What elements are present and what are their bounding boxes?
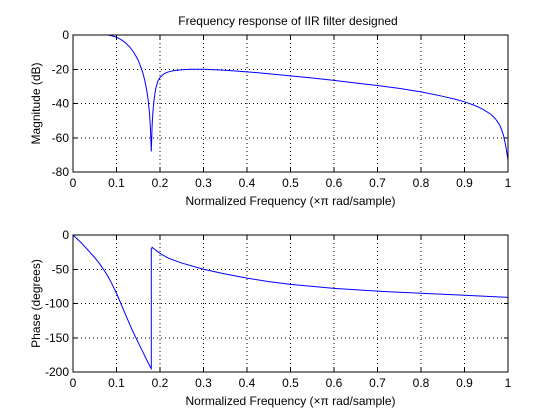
magnitude-plot: 0 0.1 0.2 0.3 0.4 0.5 0.6 0.7 0.8 0.9 1 -80 -60 -40 -2… xyxy=(29,28,512,208)
magnitude-x-tick-label: 0.3 xyxy=(195,176,212,190)
magnitude-x-tick-label: 0 xyxy=(70,176,77,190)
phase-x-tick-label: 0.3 xyxy=(195,376,212,390)
magnitude-y-tick-label: -40 xyxy=(52,97,70,111)
phase-x-tick-label: 0.7 xyxy=(369,376,386,390)
magnitude-x-tick-label: 0.6 xyxy=(326,176,343,190)
phase-plot: 0 0.1 0.2 0.3 0.4 0.5 0.6 0.7 0.8 0.9 1 -200 -150 -10… xyxy=(29,228,512,408)
chart-title: Frequency response of IIR filter designe… xyxy=(178,14,397,28)
phase-x-tick-label: 0.8 xyxy=(413,376,430,390)
magnitude-x-tick-label: 0.1 xyxy=(108,176,125,190)
phase-x-tick-label: 0.5 xyxy=(282,376,299,390)
magnitude-x-tick-label: 0.9 xyxy=(456,176,473,190)
phase-y-tick-label: -200 xyxy=(45,365,69,379)
magnitude-x-tick-label: 0.2 xyxy=(152,176,169,190)
magnitude-y-tick-label: -80 xyxy=(52,165,70,179)
magnitude-y-tick-label: 0 xyxy=(62,28,69,42)
phase-x-tick-label: 0.1 xyxy=(108,376,125,390)
phase-x-tick-label: 0.9 xyxy=(456,376,473,390)
magnitude-y-axis-label: Magnitude (dB) xyxy=(29,62,43,144)
magnitude-series-line xyxy=(107,35,508,161)
magnitude-x-tick-label: 0.7 xyxy=(369,176,386,190)
phase-y-tick-label: 0 xyxy=(62,228,69,242)
phase-x-tick-label: 1 xyxy=(505,376,512,390)
magnitude-y-tick-label: -60 xyxy=(52,131,70,145)
phase-x-tick-label: 0 xyxy=(70,376,77,390)
magnitude-x-axis-label: Normalized Frequency (×π rad/sample) xyxy=(185,194,395,208)
phase-y-axis-label: Phase (degrees) xyxy=(29,259,43,348)
magnitude-y-tick-label: -20 xyxy=(52,62,70,76)
phase-y-tick-label: -100 xyxy=(45,297,69,311)
magnitude-x-tick-label: 0.8 xyxy=(413,176,430,190)
phase-x-tick-label: 0.6 xyxy=(326,376,343,390)
phase-y-tick-label: -150 xyxy=(45,331,69,345)
phase-y-tick-label: -50 xyxy=(52,262,70,276)
magnitude-x-tick-label: 0.5 xyxy=(282,176,299,190)
phase-x-tick-label: 0.2 xyxy=(152,376,169,390)
phase-x-axis-label: Normalized Frequency (×π rad/sample) xyxy=(185,394,395,408)
magnitude-x-tick-label: 1 xyxy=(505,176,512,190)
magnitude-x-tick-label: 0.4 xyxy=(239,176,256,190)
phase-series-line xyxy=(73,235,508,371)
phase-x-tick-label: 0.4 xyxy=(239,376,256,390)
